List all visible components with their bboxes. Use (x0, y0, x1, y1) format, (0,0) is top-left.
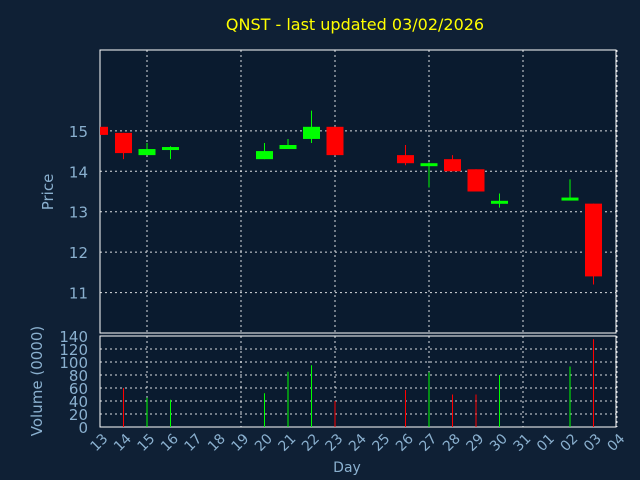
candle-body (561, 197, 579, 201)
price-axis-label: Price (39, 174, 57, 211)
x-tick-label: 04 (605, 431, 629, 455)
x-tick-label: 25 (370, 431, 394, 455)
candles (100, 110, 602, 285)
volume-tick-label: 120 (59, 341, 88, 359)
x-tick-label: 27 (417, 431, 441, 455)
x-tick-label: 29 (464, 431, 488, 455)
x-tick-label: 17 (182, 431, 206, 455)
x-tick-label: 24 (346, 431, 370, 455)
x-tick-label: 15 (135, 431, 159, 455)
x-tick-label: 26 (393, 431, 417, 455)
x-tick-label: 13 (88, 431, 112, 455)
x-tick-label: 22 (299, 431, 323, 455)
volume-bars (123, 339, 594, 427)
x-tick-label: 21 (276, 431, 300, 455)
candle-body (256, 151, 273, 160)
candle-body (303, 126, 320, 139)
x-tick-label: 28 (440, 431, 464, 455)
price-tick-label: 13 (69, 204, 88, 222)
candle-body (585, 203, 602, 277)
candle-body (100, 126, 108, 135)
candle-body (420, 163, 438, 167)
candle-body (162, 147, 179, 151)
price-panel (99, 49, 617, 334)
price-tick-label: 11 (69, 285, 88, 303)
price-tick-label: 15 (69, 123, 88, 141)
x-tick-label: 02 (558, 431, 582, 455)
volume-tick-label: 40 (69, 393, 88, 411)
candle-body (467, 169, 485, 192)
volume-panel (99, 335, 617, 428)
x-tick-label: 03 (581, 431, 605, 455)
candle-body (279, 145, 297, 150)
candle-body (326, 126, 344, 156)
x-tick-label: 30 (487, 431, 511, 455)
candle-body (115, 132, 132, 154)
price-grid (100, 50, 618, 333)
x-tick-label: 16 (158, 431, 182, 455)
x-tick-label: 31 (511, 431, 535, 455)
price-tick-labels: 11 12 13 14 15 (69, 123, 88, 303)
candle-body (444, 159, 461, 172)
volume-axis-label: Volume (0000) (28, 326, 46, 436)
x-tick-label: 18 (205, 431, 229, 455)
x-tick-label: 23 (323, 431, 347, 455)
candle-body (397, 155, 414, 164)
volume-tick-label: 0 (78, 419, 88, 437)
volume-tick-label: 60 (69, 380, 88, 398)
x-tick-labels: 13 14 15 16 17 18 19 20 21 22 23 24 25 26 27 28 29 30 31 01… (88, 431, 629, 455)
x-tick-label: 01 (534, 431, 558, 455)
price-tick-label: 14 (69, 163, 88, 181)
x-axis-label: Day (333, 460, 361, 476)
candle-body (491, 200, 508, 204)
x-tick-label: 20 (252, 431, 276, 455)
x-tick-label: 14 (111, 431, 135, 455)
volume-tick-label: 140 (59, 328, 88, 346)
price-tick-label: 12 (69, 244, 88, 262)
x-tick-label: 19 (229, 431, 253, 455)
chart-title: QNST - last updated 03/02/2026 (226, 15, 484, 34)
volume-tick-label: 20 (69, 406, 88, 424)
volume-tick-label: 100 (59, 354, 88, 372)
candle-body (138, 149, 156, 156)
volume-tick-label: 80 (69, 367, 88, 385)
